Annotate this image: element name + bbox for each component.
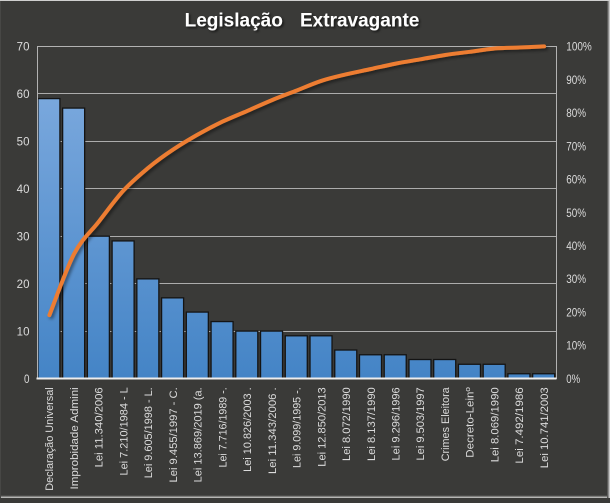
svg-text:10%: 10% [566,341,586,353]
svg-text:0: 0 [24,374,30,386]
svg-text:70: 70 [17,42,30,54]
svg-text:Lei 11.340/2006: Lei 11.340/2006 [94,387,106,467]
svg-text:10: 10 [17,326,30,338]
svg-text:Lei 12.850/2013: Lei 12.850/2013 [316,387,328,466]
svg-text:Legislação: Legislação [185,11,283,32]
svg-text:60%: 60% [566,175,586,187]
svg-text:Lei 9.296/1996: Lei 9.296/1996 [391,387,403,460]
svg-text:30: 30 [17,232,30,244]
svg-text:Lei 7.210/1984 - L: Lei 7.210/1984 - L [118,387,130,475]
svg-text:Decreto-Leinº: Decreto-Leinº [465,387,477,457]
svg-text:Lei 9.605/1998 - L.: Lei 9.605/1998 - L. [143,387,155,478]
svg-text:20%: 20% [566,307,586,319]
svg-text:Extravagante: Extravagante [300,11,419,32]
svg-text:Crimes Eleitora: Crimes Eleitora [440,387,452,461]
svg-text:100%: 100% [566,42,592,54]
svg-text:Declaração Universal: Declaração Universal [44,387,56,491]
svg-text:Improbidade Admini: Improbidade Admini [69,387,81,489]
svg-text:40%: 40% [566,241,586,253]
svg-text:0%: 0% [566,374,580,386]
svg-text:30%: 30% [566,274,586,286]
svg-text:Lei 9.099/1995 -.: Lei 9.099/1995 -. [292,387,304,468]
svg-text:90%: 90% [566,75,586,87]
svg-text:Lei 8.072/1990: Lei 8.072/1990 [341,387,353,461]
svg-text:40: 40 [17,184,30,196]
svg-text:Lei 10.741/2003: Lei 10.741/2003 [539,387,551,468]
svg-text:80%: 80% [566,108,586,120]
svg-text:Lei 9.455/1997 - C.: Lei 9.455/1997 - C. [168,387,180,482]
svg-text:Lei 9.503/1997: Lei 9.503/1997 [415,387,427,460]
svg-text:20: 20 [17,279,30,291]
svg-text:50: 50 [17,137,30,149]
svg-text:60: 60 [17,89,30,101]
svg-text:Lei 7.492/1986: Lei 7.492/1986 [514,387,526,463]
svg-text:Lei 8.069/1990: Lei 8.069/1990 [490,387,502,462]
svg-text:50%: 50% [566,208,586,220]
svg-text:Lei 8.137/1990: Lei 8.137/1990 [366,387,378,461]
svg-text:Lei 7.716/1989 -.: Lei 7.716/1989 -. [217,387,229,467]
svg-text:70%: 70% [566,141,586,153]
svg-text:Lei 13.869/2019 (a.: Lei 13.869/2019 (a. [193,387,205,482]
svg-text:Lei 10.826/2003 .: Lei 10.826/2003 . [242,387,254,472]
svg-text:Lei 11.343/2006 .: Lei 11.343/2006 . [267,387,279,474]
